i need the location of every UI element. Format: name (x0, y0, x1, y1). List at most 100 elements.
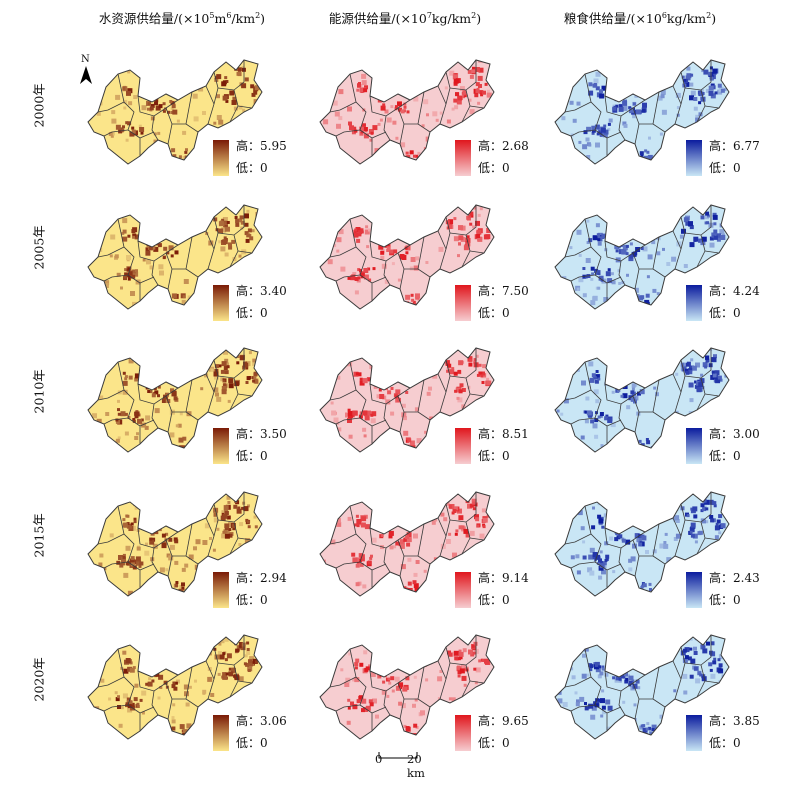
raster-cell (462, 648, 467, 653)
raster-cell (449, 70, 455, 76)
raster-cell (637, 686, 641, 690)
hotspot-cell (589, 377, 595, 383)
district-boundary (606, 706, 622, 714)
raster-cell (97, 445, 102, 450)
raster-cell (404, 92, 410, 97)
hotspot-cell (247, 525, 251, 529)
hotspot-cell (405, 294, 411, 300)
district-boundary (584, 648, 602, 706)
hotspot-cell (705, 355, 709, 360)
hotspot-cell (364, 415, 370, 421)
hotspot-cell (223, 366, 228, 370)
raster-cell (570, 667, 574, 671)
raster-cell (649, 728, 654, 734)
raster-cell (415, 256, 420, 261)
raster-cell (601, 710, 606, 715)
district-boundary (437, 373, 447, 393)
hotspot-cell (244, 231, 249, 236)
raster-cell (413, 572, 418, 577)
raster-cell (169, 492, 174, 494)
raster-cell (555, 282, 558, 288)
raster-cell (388, 681, 392, 685)
raster-cell (377, 122, 381, 126)
hotspot-cell (347, 418, 352, 423)
water-map-2005年 (68, 197, 268, 322)
raster-cell (340, 668, 344, 672)
raster-cell (633, 659, 639, 665)
hotspot-cell (689, 225, 694, 230)
raster-cell (157, 66, 163, 72)
raster-cell (696, 348, 699, 349)
raster-cell (572, 75, 576, 79)
hotspot-cell (649, 732, 653, 736)
raster-cell (421, 124, 425, 128)
hotspot-cell (173, 686, 178, 691)
raster-cell (689, 637, 693, 641)
hotspot-cell (594, 379, 599, 384)
raster-cell (103, 283, 109, 288)
raster-cell (134, 683, 139, 688)
hotspot-cell (690, 522, 696, 528)
hotspot-cell (230, 667, 236, 673)
district-boundary (167, 555, 173, 577)
raster-cell (639, 357, 645, 363)
hotspot-cell (395, 541, 400, 546)
hotspot-cell (475, 82, 480, 87)
hotspot-cell (583, 130, 588, 135)
hotspot-cell (629, 254, 634, 259)
hotspot-cell (713, 354, 717, 359)
raster-cell (582, 653, 586, 658)
raster-cell (620, 510, 624, 514)
hotspot-cell (597, 270, 601, 274)
hotspot-cell (708, 662, 713, 667)
raster-cell (461, 404, 466, 409)
raster-cell (393, 218, 399, 223)
raster-cell (663, 543, 669, 549)
raster-cell (220, 377, 225, 382)
hotspot-cell (642, 583, 647, 588)
legend-color-ramp (686, 428, 702, 464)
hotspot-cell (594, 124, 600, 130)
hotspot-cell (633, 684, 638, 689)
hotspot-cell (125, 658, 131, 663)
raster-cell (551, 489, 554, 492)
hotspot-cell (694, 384, 699, 389)
hotspot-cell (597, 514, 602, 519)
raster-cell (573, 300, 578, 305)
hotspot-cell (584, 706, 589, 711)
hotspot-cell (713, 657, 717, 661)
hotspot-cell (124, 377, 128, 381)
hotspot-cell (360, 557, 365, 562)
raster-cell (593, 493, 598, 498)
hotspot-cell (685, 370, 690, 375)
raster-cell (323, 119, 329, 125)
raster-cell (664, 532, 668, 536)
hotspot-cell (157, 394, 160, 398)
hotspot-cell (413, 723, 418, 728)
raster-cell (147, 82, 150, 86)
hotspot-cell (151, 393, 156, 398)
district-boundary (684, 60, 712, 91)
raster-cell (338, 590, 342, 594)
hotspot-cell (615, 249, 619, 253)
raster-cell (491, 511, 494, 516)
hotspot-cell (692, 506, 698, 512)
hotspot-cell (445, 360, 450, 365)
district-boundary (369, 383, 411, 405)
raster-cell (324, 151, 327, 155)
hotspot-cell (681, 366, 687, 372)
hotspot-cell (630, 390, 635, 395)
raster-cell (335, 518, 341, 524)
raster-cell (320, 65, 321, 70)
hotspot-cell (162, 102, 166, 106)
hotspot-cell (693, 515, 697, 519)
raster-cell (403, 430, 409, 436)
raster-cell (97, 164, 101, 168)
hotspot-cell (349, 125, 354, 131)
hotspot-cell (640, 585, 644, 589)
raster-cell (347, 353, 351, 357)
raster-cell (89, 397, 93, 401)
hotspot-cell (447, 363, 452, 368)
hotspot-cell (484, 658, 489, 664)
raster-cell (343, 153, 346, 157)
